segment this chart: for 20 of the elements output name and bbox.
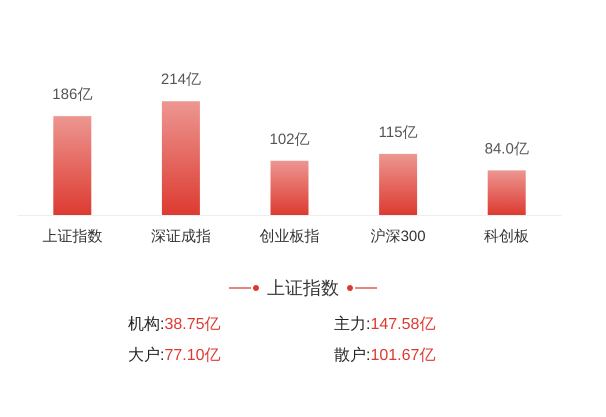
data-label: 186亿 — [52, 86, 92, 104]
x-tick-label: 创业板指 — [260, 228, 320, 245]
text: 主力:147.58亿 — [334, 316, 436, 333]
text: 散户:101.67亿 — [334, 347, 436, 364]
bar — [162, 101, 200, 215]
text: 机构:38.75亿 — [128, 316, 220, 333]
text: 大户:77.10亿 — [128, 347, 220, 364]
x-tick-label: 深证成指 — [150, 228, 211, 245]
x-tick-label: 上证指数 — [42, 228, 102, 245]
x-tick-label: 沪深300 — [370, 228, 426, 245]
data-label: 84.0亿 — [484, 140, 529, 158]
data-label: 102亿 — [269, 130, 310, 148]
data-label: 115亿 — [378, 124, 418, 141]
text: 上证指数 — [267, 277, 339, 300]
x-tick-label: 科创板 — [484, 228, 530, 245]
bar — [488, 170, 526, 215]
bar — [270, 160, 308, 215]
bar — [379, 154, 418, 215]
data-label: 214亿 — [160, 71, 201, 88]
bar — [53, 116, 92, 215]
